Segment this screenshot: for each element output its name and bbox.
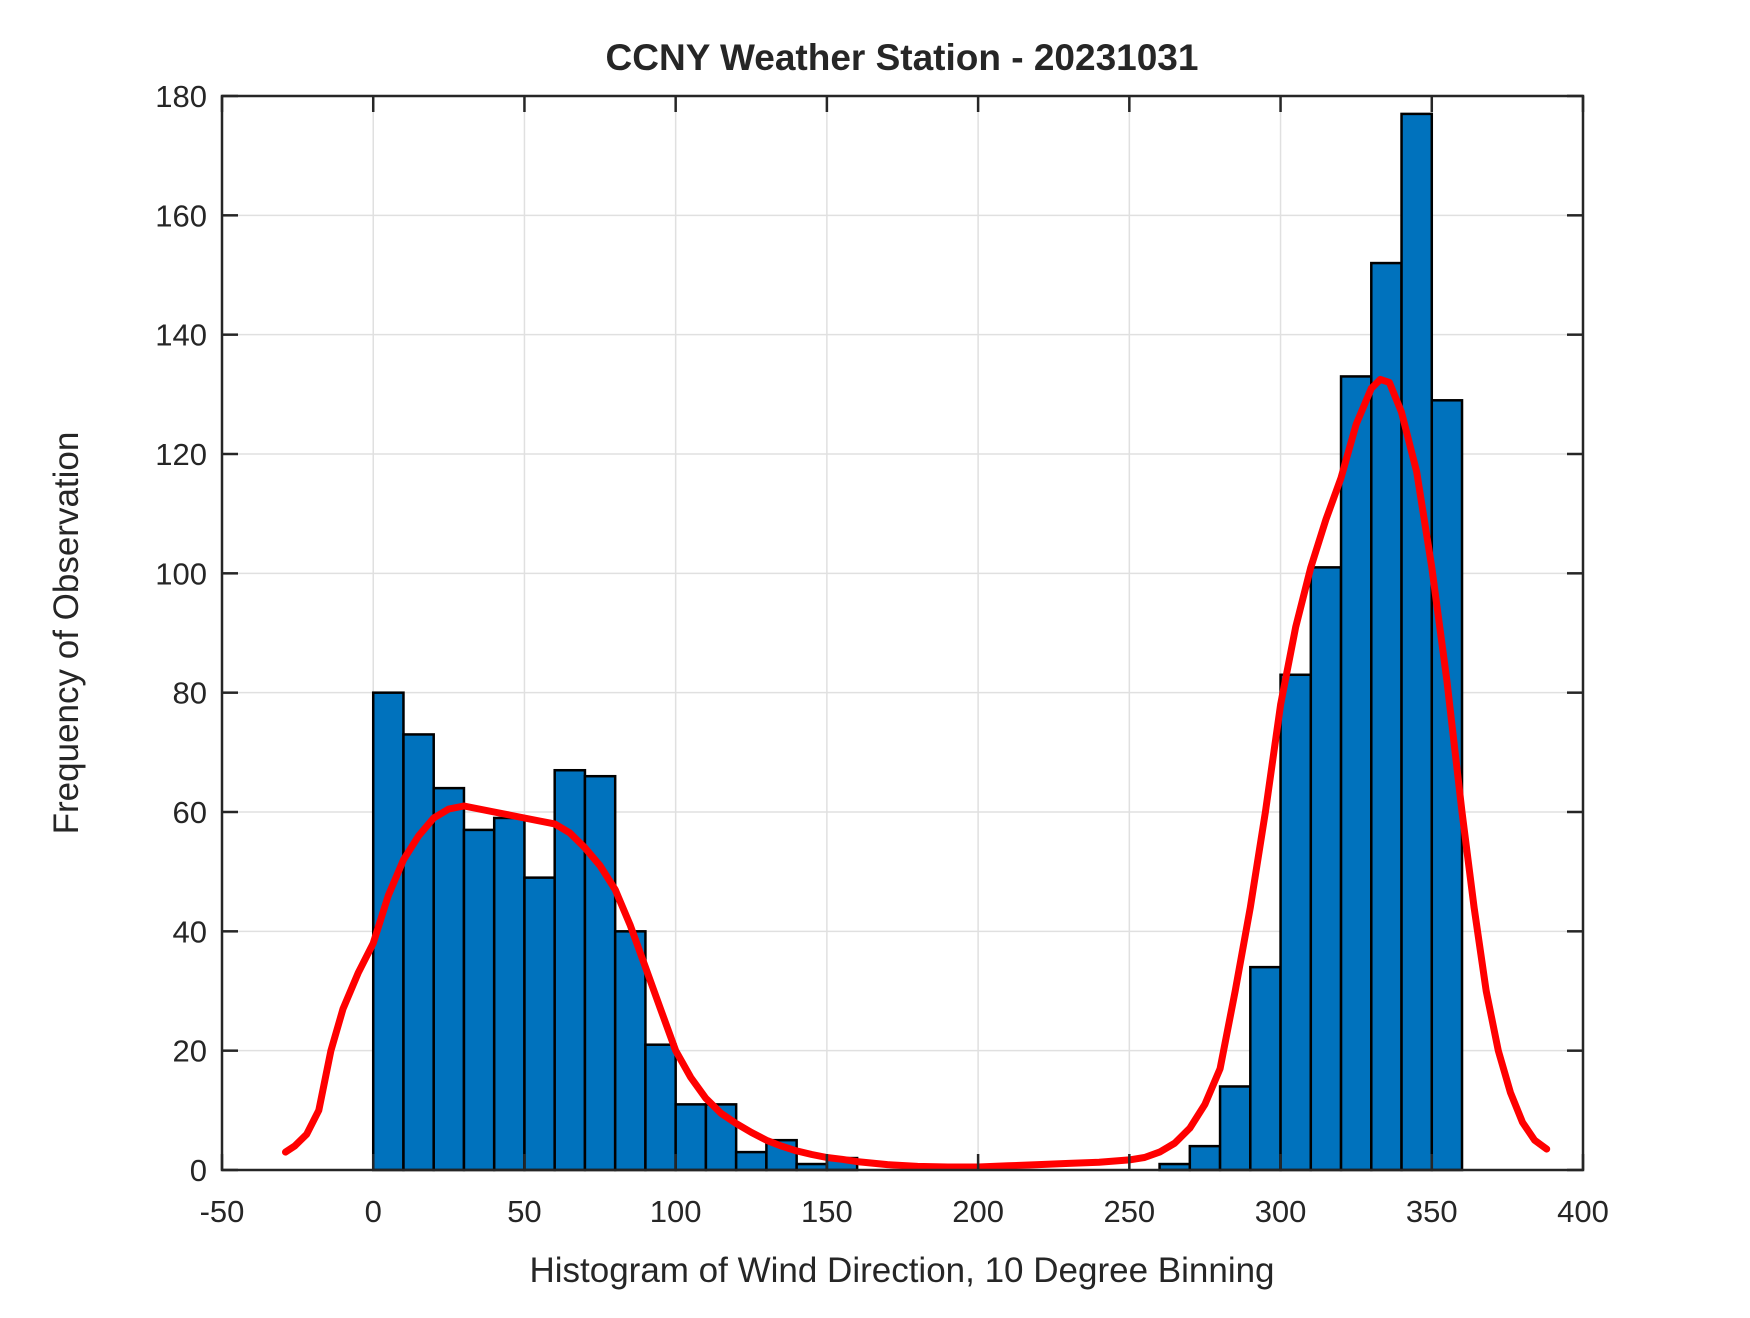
x-tick-label: 350 (1406, 1194, 1458, 1229)
histogram-bar (1188, 1144, 1222, 1172)
y-tick-label: 20 (173, 1034, 207, 1069)
y-tick-label: 120 (155, 437, 207, 472)
y-tick-label: 80 (173, 676, 207, 711)
histogram-bar (1279, 673, 1313, 1172)
x-tick-label: -50 (200, 1194, 245, 1229)
histogram-bar (1249, 965, 1282, 1172)
histogram-bar (492, 816, 526, 1172)
y-tick-label: 180 (155, 79, 207, 114)
y-tick-label: 40 (173, 914, 207, 949)
x-tick-label: 400 (1557, 1194, 1609, 1229)
histogram-bar (1400, 112, 1434, 1172)
axis-ticks (220, 94, 1585, 1172)
histogram-bar (1218, 1085, 1252, 1172)
histogram-bar (1309, 566, 1343, 1172)
x-tick-label: 100 (650, 1194, 702, 1229)
y-tick-label: 160 (155, 198, 207, 233)
histogram-bar (644, 1043, 677, 1172)
histogram-bar (613, 930, 647, 1172)
chart-title: CCNY Weather Station - 20231031 (606, 37, 1199, 78)
histogram-bar (674, 1103, 708, 1172)
histogram-bar (583, 774, 617, 1172)
histogram-bar (432, 786, 466, 1172)
x-tick-labels: -50 0 50 100 150 200 250 300 350 400 (200, 1194, 1609, 1229)
x-tick-label: 150 (801, 1194, 853, 1229)
y-tick-label: 60 (173, 795, 207, 830)
kde-curve (282, 375, 1551, 1171)
y-tick-label: 100 (155, 556, 207, 591)
y-tick-label: 0 (190, 1153, 207, 1188)
x-tick-label: 300 (1255, 1194, 1307, 1229)
histogram-bar (523, 876, 556, 1172)
x-tick-label: 250 (1103, 1194, 1155, 1229)
histogram-bar (462, 828, 496, 1172)
y-tick-labels: 0 20 40 60 80 100 120 140 160 180 (155, 79, 207, 1188)
histogram-bar (1339, 375, 1373, 1172)
y-axis-label: Frequency of Observation (47, 432, 86, 835)
y-tick-label: 140 (155, 318, 207, 353)
histogram-bar (402, 733, 435, 1172)
plot-border (220, 94, 1585, 1172)
histogram-bar (734, 1150, 768, 1172)
x-tick-label: 200 (952, 1194, 1004, 1229)
x-tick-label: 50 (507, 1194, 541, 1229)
x-axis-label: Histogram of Wind Direction, 10 Degree B… (529, 1251, 1274, 1290)
x-tick-label: 0 (365, 1194, 382, 1229)
